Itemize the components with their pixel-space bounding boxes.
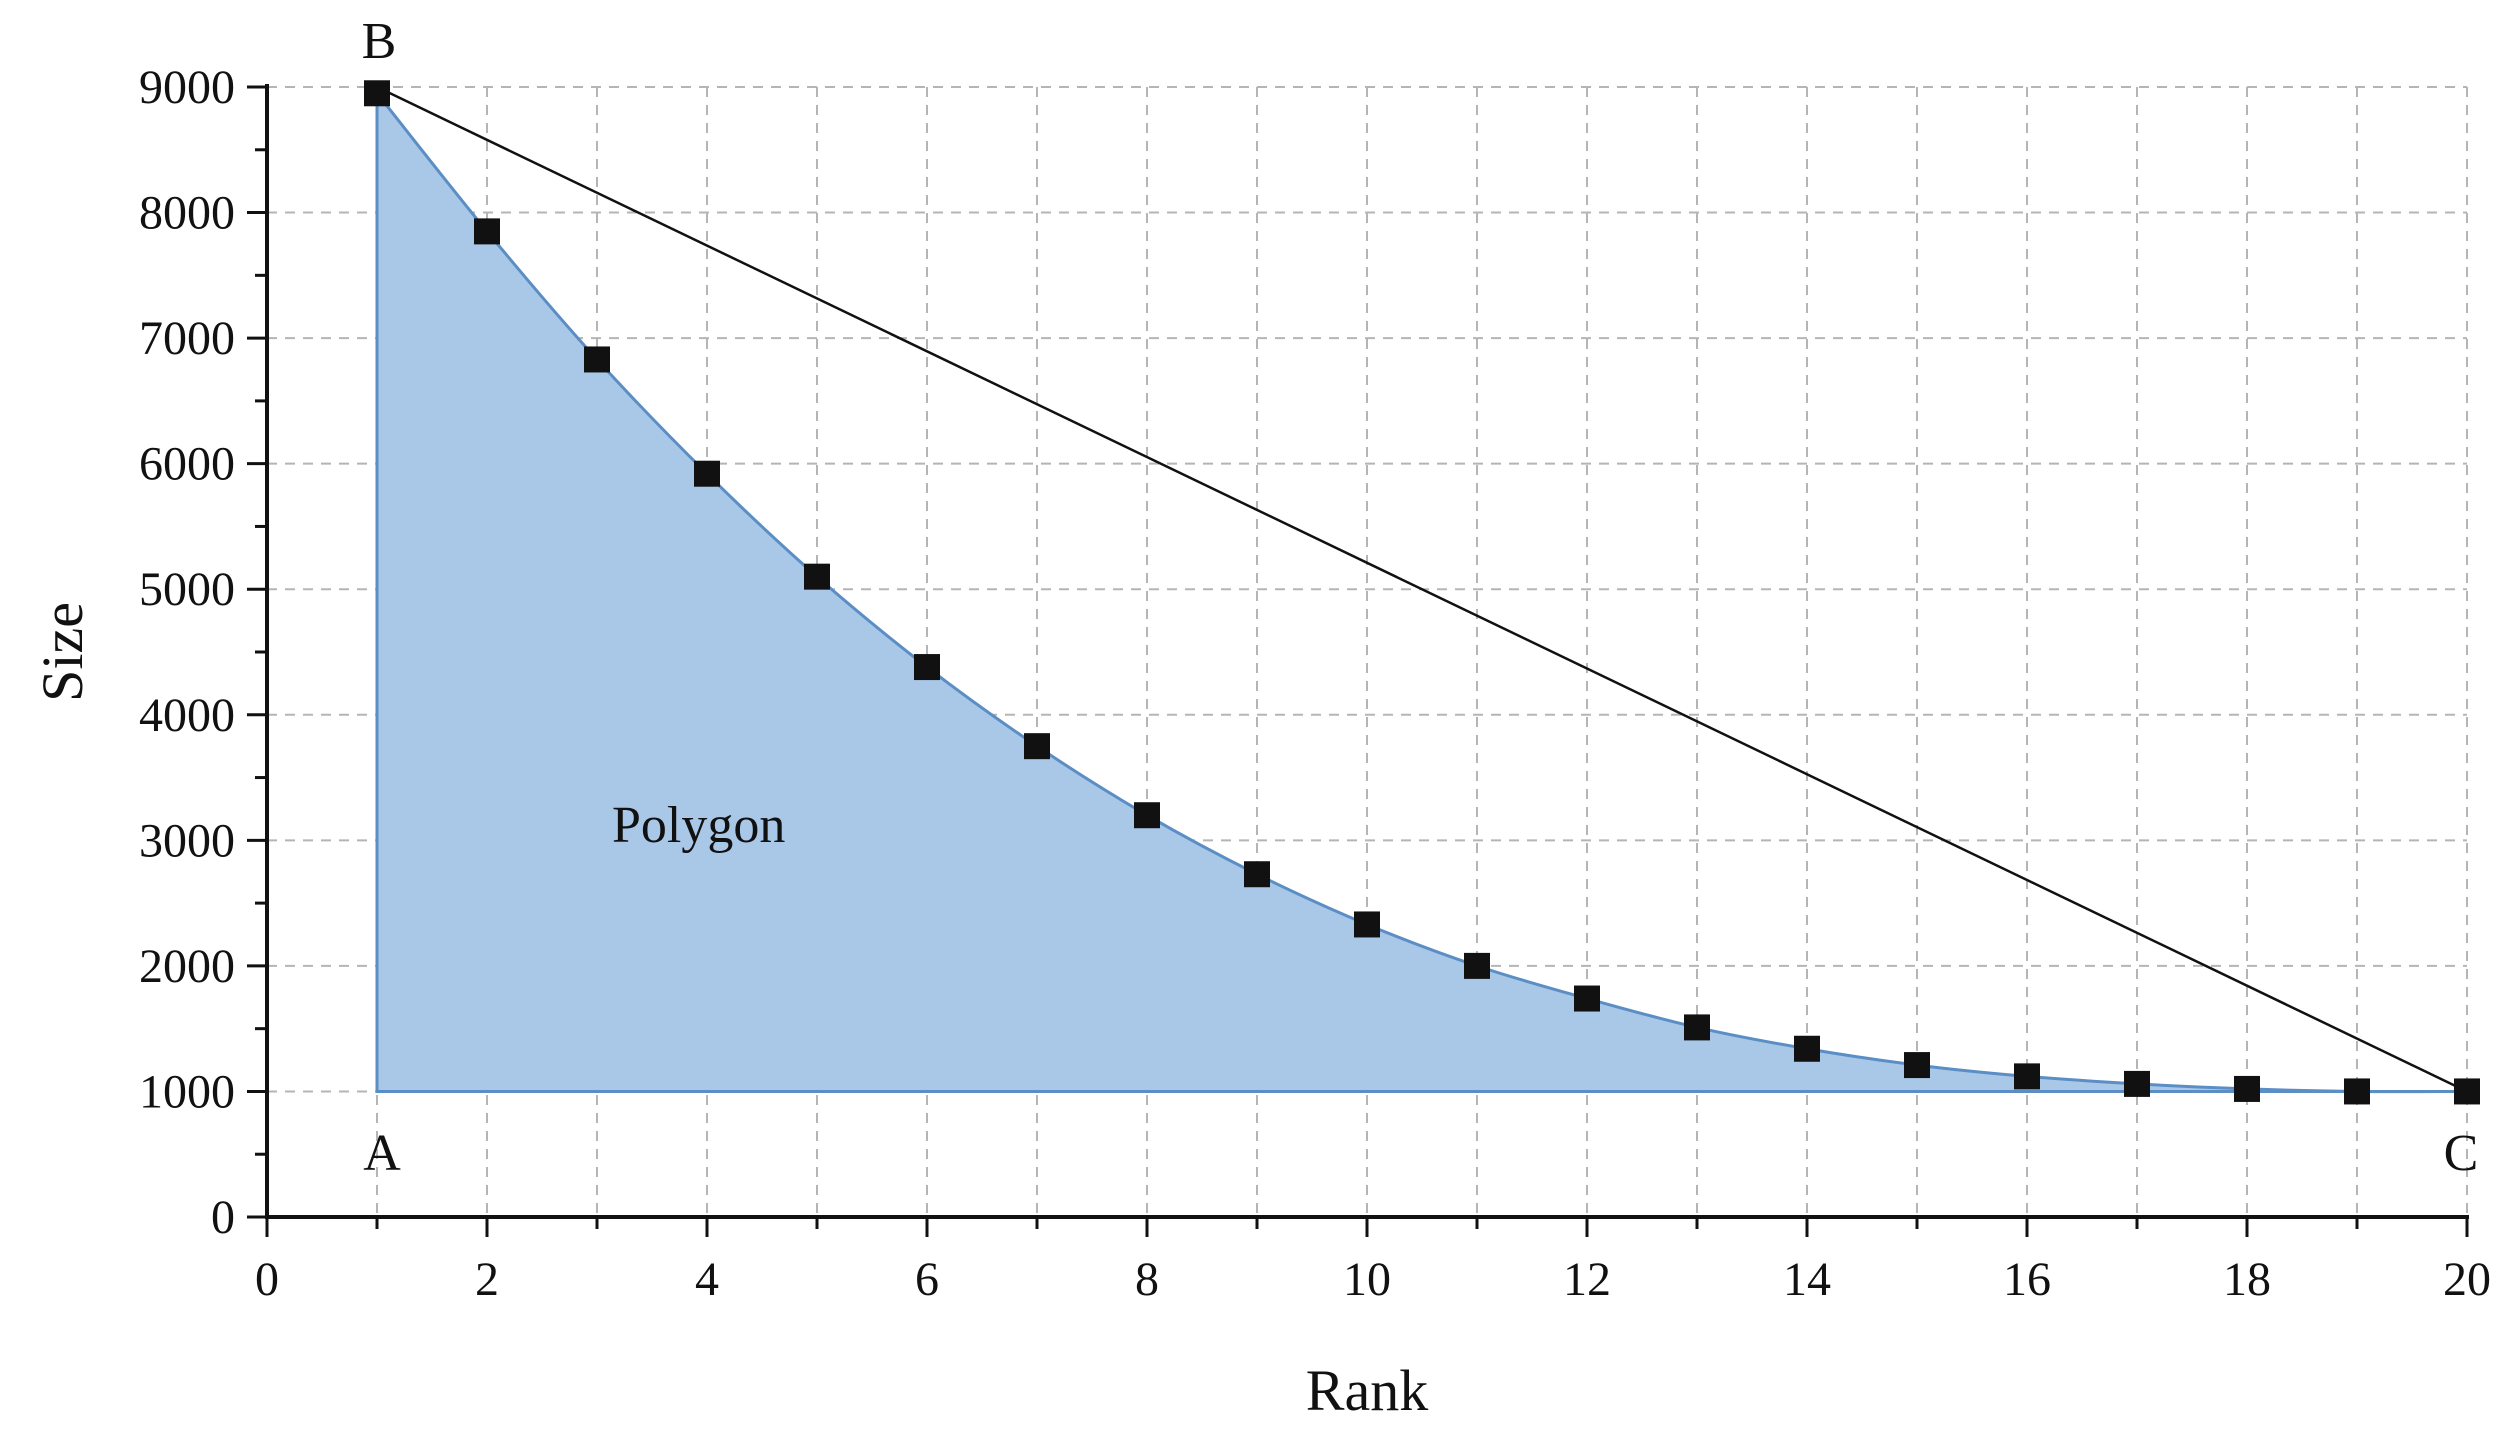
y-tick-label: 3000: [139, 814, 235, 867]
data-point-marker: [1134, 802, 1160, 829]
data-point-marker: [2234, 1075, 2260, 1102]
data-point-marker: [694, 460, 720, 487]
x-tick-label: 16: [2003, 1253, 2051, 1306]
data-point-marker: [1574, 985, 1600, 1012]
data-point-marker: [1024, 733, 1050, 760]
x-tick-label: 4: [695, 1253, 719, 1306]
point-a-label: A: [363, 1125, 401, 1182]
y-tick-label: 4000: [139, 689, 235, 742]
y-tick-label: 8000: [139, 187, 235, 240]
data-point-marker: [474, 218, 500, 245]
point-b-label: B: [362, 13, 397, 70]
y-tick-label: 5000: [139, 563, 235, 616]
data-point-marker: [1354, 911, 1380, 938]
x-tick-label: 12: [1563, 1253, 1611, 1306]
x-tick-label: 6: [915, 1253, 939, 1306]
y-axis-title: Size: [30, 602, 95, 702]
data-point-marker: [1684, 1014, 1710, 1041]
x-tick-label: 2: [475, 1253, 499, 1306]
data-point-marker: [2014, 1063, 2040, 1090]
axes: 0 2 4 6 8 10 12 14 16 18 20 0 1000 2000 3000 4000 5000 60…: [139, 61, 2491, 1306]
x-tick-label: 0: [255, 1253, 279, 1306]
data-point-marker: [364, 80, 390, 107]
x-tick-label: 10: [1343, 1253, 1391, 1306]
data-point-marker: [2124, 1070, 2150, 1097]
data-point-marker: [1244, 861, 1270, 888]
x-tick-label: 20: [2443, 1253, 2491, 1306]
y-tick-label: 9000: [139, 61, 235, 114]
data-point-marker: [2454, 1078, 2480, 1105]
y-tick-label: 1000: [139, 1065, 235, 1118]
data-point-marker: [2344, 1078, 2370, 1105]
data-point-marker: [584, 346, 610, 373]
y-tick-label: 2000: [139, 940, 235, 993]
x-tick-label: 8: [1135, 1253, 1159, 1306]
labels-layer: Rank Size Polygon A B C: [30, 13, 2478, 1423]
x-tick-label: 14: [1783, 1253, 1831, 1306]
polygon-annotation: Polygon: [612, 797, 785, 854]
y-tick-label: 7000: [139, 312, 235, 365]
data-point-marker: [1904, 1052, 1930, 1079]
diagonal-line-bc: [376, 85, 2468, 1093]
data-markers: [364, 80, 2480, 1105]
x-axis-title: Rank: [1306, 1358, 1428, 1423]
y-tick-label: 0: [211, 1191, 235, 1244]
y-tick-label: 6000: [139, 438, 235, 491]
data-point-marker: [1464, 952, 1490, 979]
diagonal-line-layer: [376, 85, 2468, 1093]
point-c-label: C: [2444, 1125, 2479, 1182]
data-point-marker: [914, 654, 940, 681]
x-tick-label: 18: [2223, 1253, 2271, 1306]
data-point-marker: [1794, 1035, 1820, 1062]
data-point-marker: [804, 563, 830, 590]
